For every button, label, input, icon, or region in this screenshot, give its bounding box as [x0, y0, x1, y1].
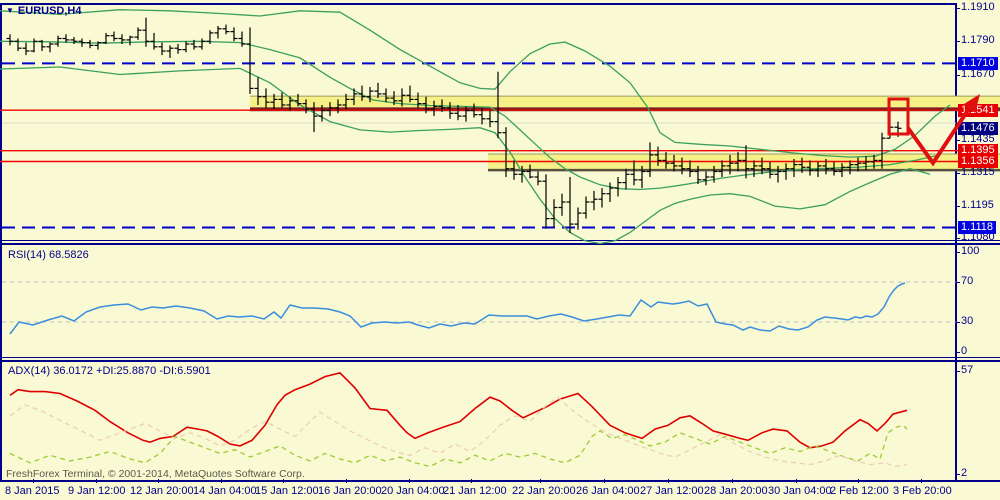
time-tick-mark	[604, 479, 605, 483]
time-tick-label: 2 Feb 12:00	[830, 485, 889, 497]
time-tick-mark	[283, 479, 284, 483]
time-tick-label: 21 Jan 12:00	[443, 485, 507, 497]
time-tick-label: 15 Jan 12:00	[255, 485, 319, 497]
oscillator-tick-mark	[956, 322, 960, 323]
time-tick-mark	[409, 479, 410, 483]
time-tick-label: 12 Jan 20:00	[130, 485, 194, 497]
time-tick-mark	[732, 479, 733, 483]
separator-main-rsi-b[interactable]	[0, 243, 1000, 245]
time-tick-label: 9 Jan 12:00	[68, 485, 126, 497]
symbol-timeframe-label[interactable]: ▼ EURUSD,H4	[6, 5, 82, 17]
oscillator-tick-label: 0	[961, 345, 968, 357]
plot-right-border	[955, 3, 957, 482]
price-level-badge-1.1710: 1.1710	[958, 56, 998, 70]
time-tick-mark	[858, 479, 859, 483]
oscillator-tick-mark	[956, 474, 960, 475]
oscillator-tick-label: 30	[961, 315, 974, 327]
price-tick-label: 1.1080	[961, 230, 995, 243]
price-tick-label: 1.1790	[961, 34, 995, 47]
price-tick-label: 1.1670	[961, 67, 995, 80]
time-axis-border	[0, 480, 1000, 482]
time-tick-mark	[921, 479, 922, 483]
adx-indicator-label: ADX(14) 36.0172 +DI:25.8870 -DI:6.5901	[8, 365, 211, 377]
time-tick-mark	[33, 479, 34, 483]
price-tick-mark	[956, 140, 960, 141]
terminal-copyright: FreshForex Terminal, © 2001-2014, MetaQu…	[6, 468, 305, 480]
price-level-badge-1.1541: 1.1541	[958, 103, 998, 117]
main-chart-top-border	[0, 3, 956, 5]
price-tick-label: 1.1315	[961, 165, 995, 178]
rsi-line	[9, 282, 906, 335]
oscillator-tick-label: 2	[961, 467, 968, 479]
price-tick-label: 1.1195	[961, 199, 994, 212]
adx-line	[9, 372, 908, 449]
rsi-indicator-label: RSI(14) 68.5826	[8, 249, 89, 261]
price-level-badge-1.1356: 1.1356	[958, 155, 998, 168]
time-tick-label: 14 Jan 04:00	[193, 485, 257, 497]
separator-rsi-adx-b[interactable]	[0, 360, 1000, 362]
time-tick-label: 22 Jan 20:00	[512, 485, 576, 497]
time-tick-label: 30 Jan 04:00	[768, 485, 832, 497]
price-tick-mark	[956, 41, 960, 42]
oscillator-tick-mark	[956, 252, 960, 253]
time-tick-label: 8 Jan 2015	[5, 485, 60, 497]
bollinger-upper	[0, 9, 951, 158]
symbol-text: EURUSD,H4	[17, 5, 82, 17]
oscillator-tick-mark	[956, 371, 960, 372]
time-tick-mark	[221, 479, 222, 483]
time-tick-label: 20 Jan 04:00	[381, 485, 445, 497]
time-tick-mark	[796, 479, 797, 483]
time-tick-mark	[158, 479, 159, 483]
time-tick-mark	[668, 479, 669, 483]
price-tick-mark	[956, 206, 960, 207]
time-tick-mark	[540, 479, 541, 483]
time-tick-label: 27 Jan 12:00	[640, 485, 704, 497]
separator-main-rsi-a[interactable]	[0, 240, 1000, 241]
time-tick-mark	[471, 479, 472, 483]
oscillator-tick-mark	[956, 282, 960, 283]
oscillator-tick-mark	[956, 352, 960, 353]
symbol-dropdown-icon[interactable]: ▼	[6, 6, 14, 15]
bollinger-lower	[0, 66, 931, 245]
time-tick-label: 28 Jan 20:00	[704, 485, 768, 497]
oscillator-tick-label: 57	[961, 364, 974, 376]
time-tick-label: 26 Jan 04:00	[576, 485, 640, 497]
separator-rsi-adx-a[interactable]	[0, 357, 1000, 358]
time-tick-label: 16 Jan 20:00	[318, 485, 382, 497]
time-tick-mark	[96, 479, 97, 483]
price-level-badge-1.1118: 1.1118	[958, 220, 997, 234]
time-tick-mark	[346, 479, 347, 483]
oscillator-tick-label: 100	[961, 245, 980, 257]
price-tick-mark	[956, 173, 960, 174]
price-tick-label: 1.1910	[961, 1, 995, 13]
price-tick-mark	[956, 238, 960, 239]
ohlc-bars	[6, 17, 902, 233]
price-level-badge-1.1476: 1.1476	[958, 121, 998, 135]
time-tick-label: 3 Feb 20:00	[893, 485, 952, 497]
price-tick-mark	[956, 75, 960, 76]
left-border	[0, 3, 2, 482]
oscillator-tick-label: 70	[961, 275, 974, 287]
price-tick-mark	[956, 8, 960, 9]
bollinger-middle	[0, 40, 941, 191]
minus-di-line	[9, 396, 908, 468]
